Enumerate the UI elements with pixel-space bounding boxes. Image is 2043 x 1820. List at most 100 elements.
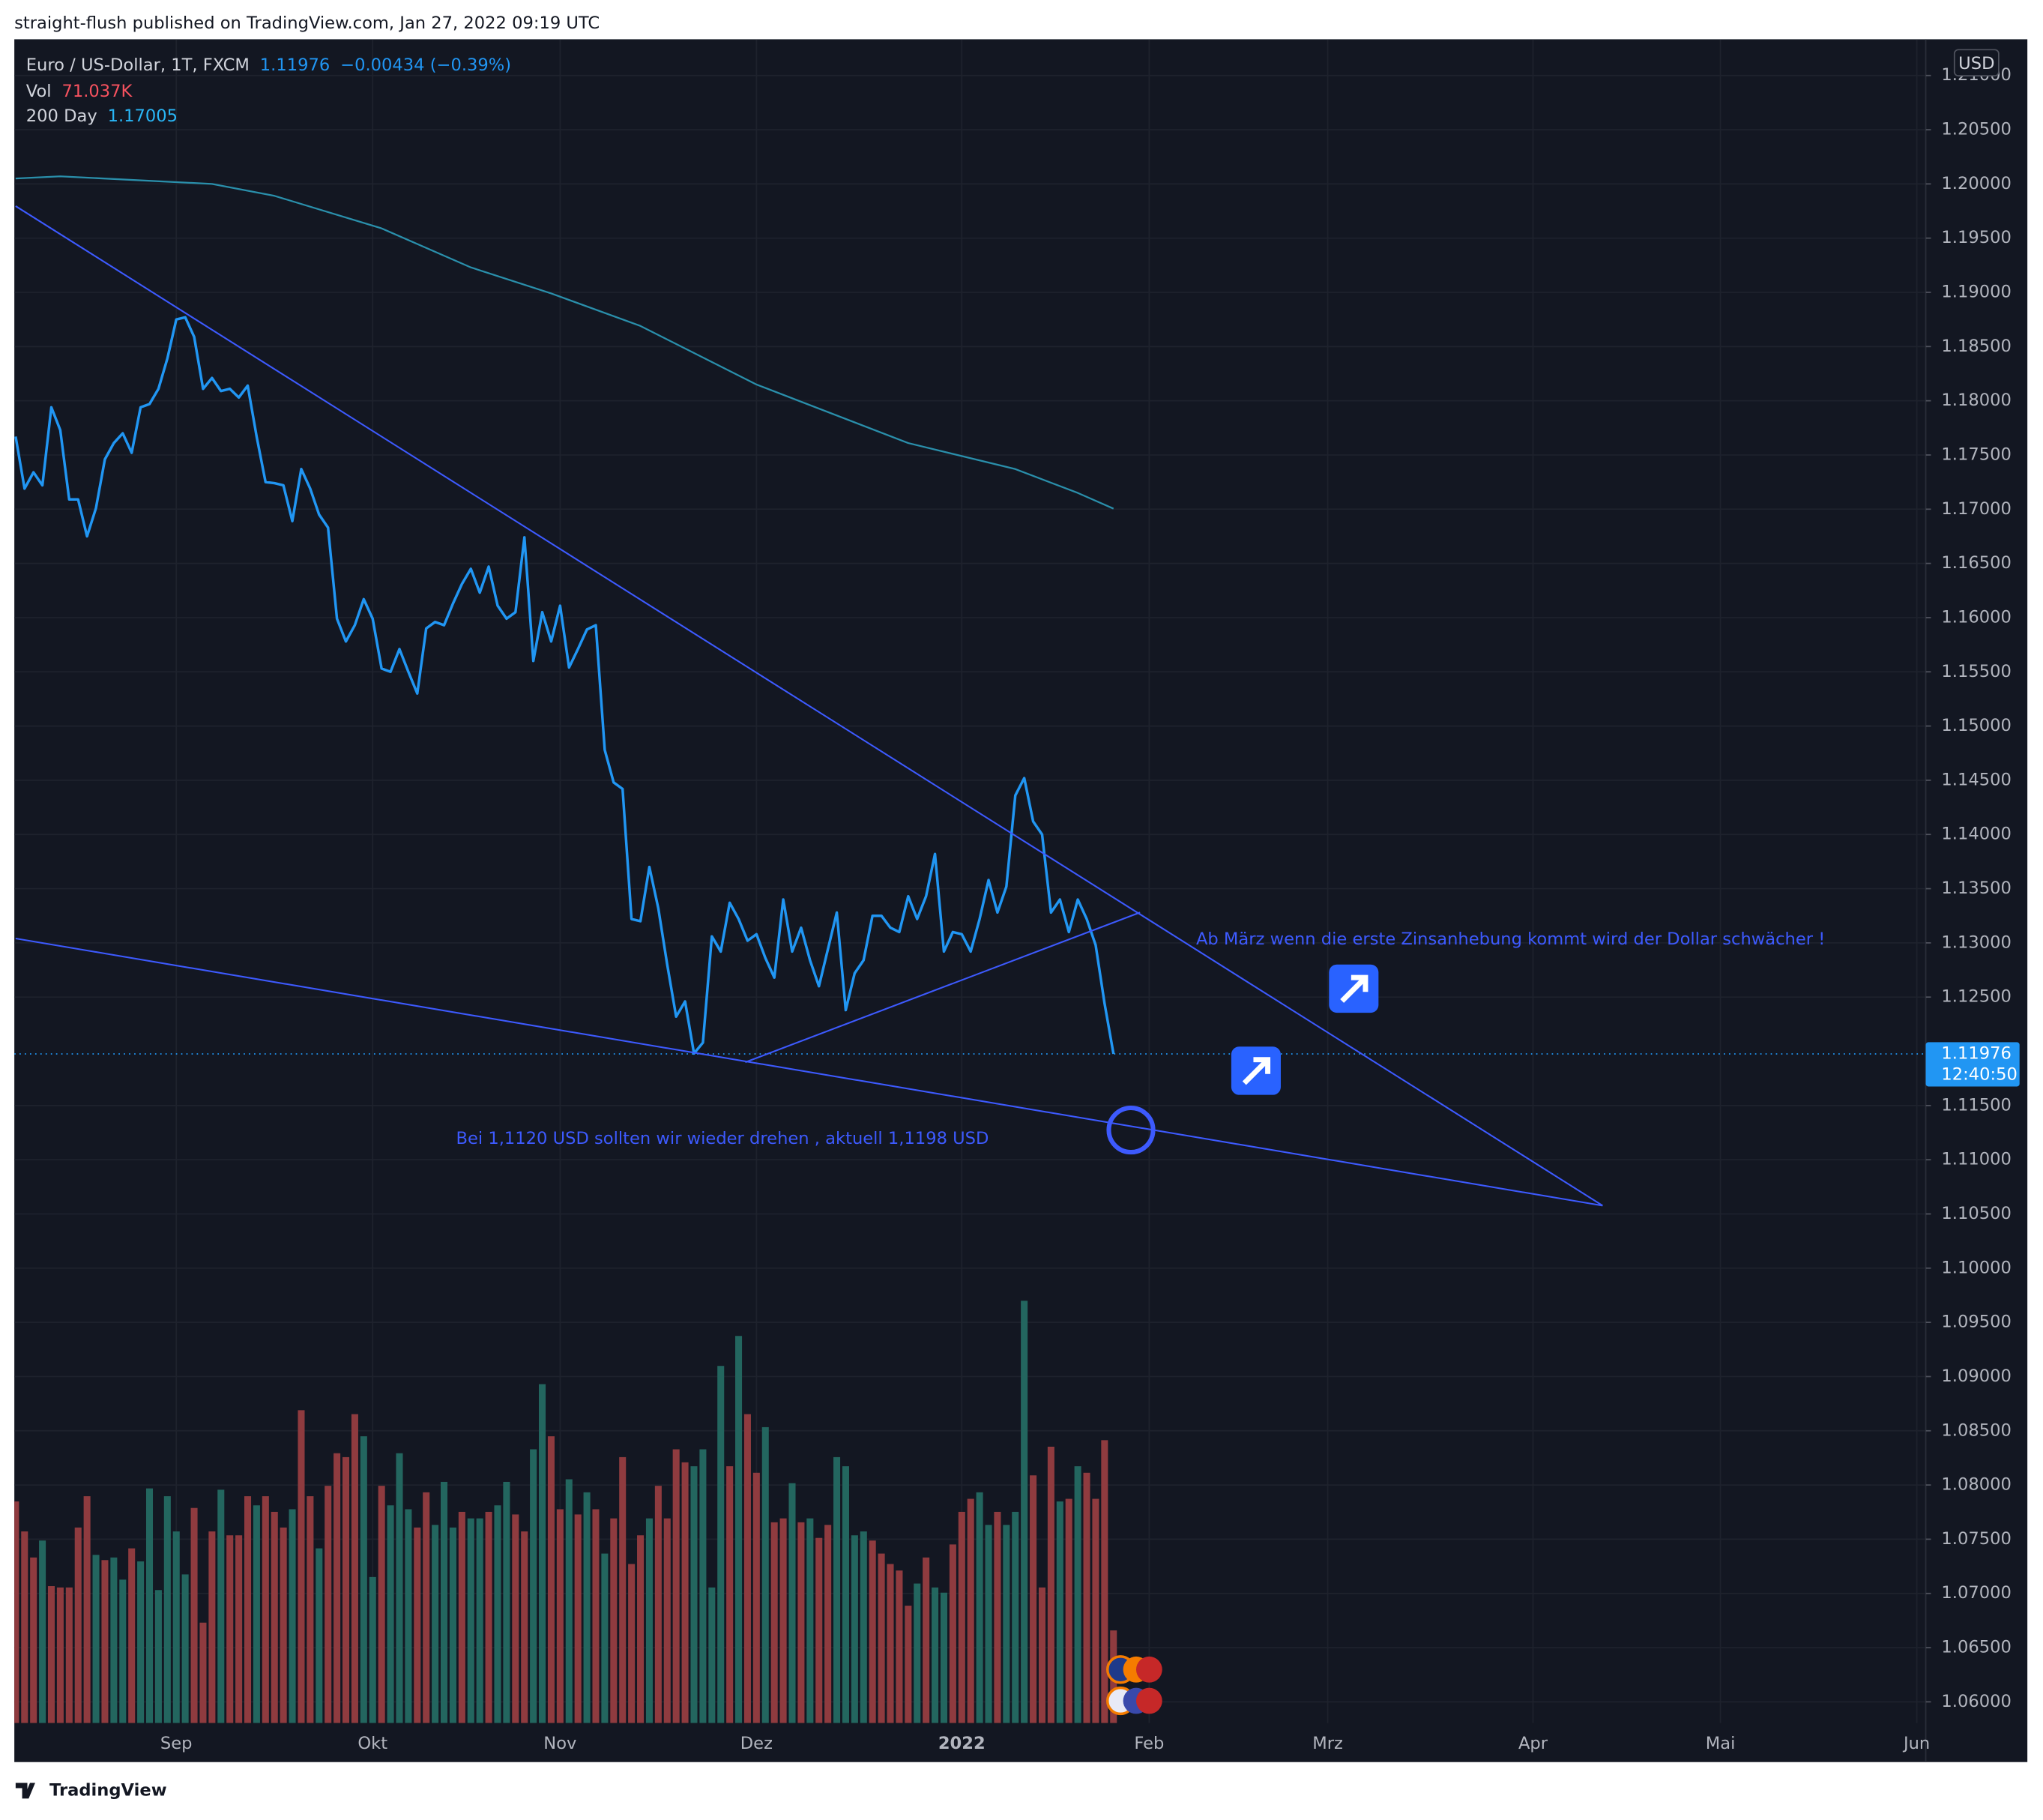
volume-bar [1003, 1525, 1010, 1723]
currency-box[interactable] [1953, 49, 2000, 76]
volume-bar [307, 1496, 314, 1723]
y-tick-label: 1.08000 [1941, 1475, 2011, 1495]
volume-bar [583, 1492, 591, 1723]
volume-bar [976, 1492, 983, 1723]
series [14, 175, 1926, 1055]
volume-bar [619, 1456, 627, 1723]
arrow-icon [1329, 964, 1379, 1013]
footer: TradingView [15, 1780, 167, 1800]
volume-bar [985, 1525, 992, 1723]
volume-bar [226, 1535, 234, 1723]
volume-bar [289, 1509, 296, 1723]
y-tick-label: 1.18000 [1941, 391, 2011, 410]
y-tick-label: 1.19000 [1941, 283, 2011, 302]
volume-bar [815, 1537, 823, 1723]
volume-bar [74, 1527, 82, 1723]
volume-bar [743, 1414, 751, 1723]
volume-bar [316, 1548, 323, 1723]
volume-bar [271, 1511, 278, 1723]
chart-panel [14, 39, 2028, 1762]
volume-bar [92, 1555, 100, 1723]
x-tick-label: 2022 [938, 1734, 986, 1753]
volume-bar [1030, 1475, 1037, 1723]
volume-bar [351, 1414, 358, 1723]
volume-bar [1021, 1301, 1028, 1723]
volume-bar [896, 1570, 903, 1723]
volume-bar [1092, 1498, 1099, 1723]
volume-bar [797, 1522, 805, 1723]
volume-bar [672, 1449, 680, 1723]
y-tick-label: 1.06000 [1941, 1692, 2011, 1711]
volume-bar [47, 1586, 55, 1723]
legend-row: Euro / US-Dollar, 1T, FXCM 1.11976 −0.0043… [26, 55, 511, 75]
trend-line [15, 205, 1603, 1207]
volume-bar [824, 1525, 832, 1723]
volume-bar [833, 1456, 841, 1723]
volume-bar [494, 1505, 501, 1723]
volume-bar [717, 1366, 725, 1723]
legend-ma: 1.17005 [108, 106, 178, 125]
volume-bar [199, 1622, 207, 1723]
y-tick-label: 1.09500 [1941, 1313, 2011, 1332]
trend-line [745, 911, 1141, 1064]
x-tick-label: Feb [1134, 1734, 1164, 1753]
x-tick-label: Dez [740, 1734, 773, 1753]
legend-row: 200 Day 1.17005 [26, 106, 178, 125]
x-tick-label: Jun [1902, 1734, 1930, 1753]
y-tick-label: 1.16000 [1941, 607, 2011, 627]
volume-bar [752, 1472, 760, 1723]
publisher: straight-flush published on TradingView.… [14, 13, 600, 33]
x-tick-label: Nov [543, 1734, 576, 1753]
volume-bar [1038, 1587, 1045, 1723]
volume-bar [235, 1535, 243, 1723]
volume-bar [14, 1501, 19, 1723]
y-tick-label: 1.13000 [1941, 932, 2011, 952]
volume-bar [699, 1449, 707, 1723]
y-tick-label: 1.12500 [1941, 987, 2011, 1007]
volume-bar [851, 1535, 858, 1723]
x-tick-label: Mai [1706, 1734, 1736, 1753]
volume-bar [110, 1557, 118, 1723]
volume-bar [298, 1410, 305, 1723]
volume-bar [423, 1492, 430, 1723]
volume-bar [414, 1527, 421, 1723]
volume-bar [172, 1531, 180, 1723]
volume-bar [190, 1507, 198, 1723]
volume-bar [610, 1518, 618, 1723]
y-tick-label: 1.08500 [1941, 1420, 2011, 1440]
volume-bar [1012, 1511, 1019, 1723]
volume-bar [842, 1466, 849, 1723]
brand: TradingView [49, 1780, 167, 1800]
volume-bar [181, 1574, 189, 1723]
y-tick-label: 1.11500 [1941, 1095, 2011, 1115]
volume-bar [145, 1488, 154, 1723]
legend-symbol: Euro / US-Dollar, 1T, FXCM [26, 55, 250, 75]
annotation: Ab März wenn die erste Zinsanhebung komm… [1196, 929, 1825, 949]
legend-price: 1.11976 [260, 55, 330, 75]
volume-bar [735, 1336, 743, 1723]
volume-bar [690, 1466, 698, 1723]
volume-bar [1101, 1440, 1108, 1723]
price-tag-price: 1.11976 [1941, 1043, 2011, 1063]
y-tick-label: 1.20000 [1941, 174, 2011, 193]
volume-bar [360, 1436, 367, 1723]
volume-bar [83, 1496, 91, 1723]
volume-bar [958, 1511, 965, 1723]
volume-bar [217, 1489, 225, 1723]
volume-bar [663, 1518, 671, 1723]
volume-bar [994, 1511, 1001, 1723]
y-tick-label: 1.14500 [1941, 770, 2011, 789]
volume-bar [458, 1511, 465, 1723]
volume-bar [601, 1553, 609, 1723]
volume-bar [163, 1496, 171, 1723]
volume-bar [342, 1456, 350, 1723]
volume-bar [539, 1384, 546, 1723]
event-flags [1106, 1655, 1162, 1716]
legend-volume-name: Vol [26, 81, 52, 100]
volume-pane [14, 1301, 1117, 1723]
x-tick-label: Okt [357, 1734, 387, 1753]
volume-bar [262, 1496, 269, 1723]
volume-bar [761, 1426, 769, 1723]
volume-bar [878, 1553, 885, 1723]
volume-bar [1056, 1501, 1063, 1723]
